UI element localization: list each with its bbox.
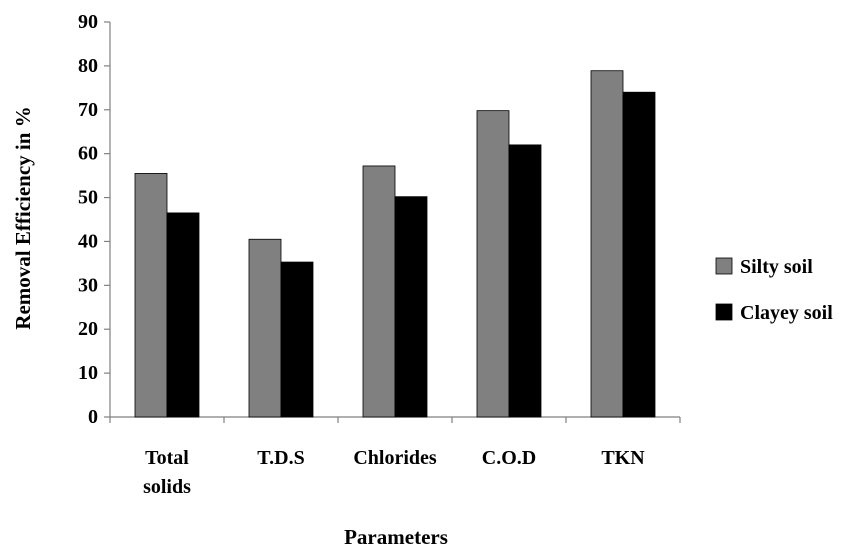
y-tick-label: 40 — [78, 230, 98, 252]
bar-silty-soil — [476, 110, 510, 418]
legend-swatch — [715, 257, 733, 275]
legend-label: Clayey soil — [740, 302, 833, 324]
bar-clayey-soil — [394, 196, 428, 418]
x-tick-label: C.O.D — [482, 447, 536, 469]
y-tick-label: 50 — [78, 187, 98, 209]
x-tick-label: TKN — [601, 447, 645, 469]
bar-silty-soil — [362, 165, 396, 418]
bar-silty-soil — [590, 70, 624, 418]
y-tick-label: 20 — [78, 318, 98, 340]
y-tick-label: 80 — [78, 55, 98, 77]
y-tick-label: 30 — [78, 274, 98, 296]
y-tick-label: 90 — [78, 11, 98, 33]
bar-clayey-soil — [280, 261, 314, 418]
legend-label: Silty soil — [740, 256, 813, 278]
bar-clayey-soil — [622, 91, 656, 418]
y-tick-label: 70 — [78, 99, 98, 121]
bars — [134, 70, 656, 418]
y-axis: 0 10 20 30 40 50 60 70 80 90 — [78, 11, 111, 428]
legend: Silty soil Clayey soil — [715, 256, 833, 324]
x-tick-label: Total solids — [143, 447, 191, 498]
y-tick-label: 0 — [88, 406, 98, 428]
x-axis: Total solids T.D.S Chlorides C.O.D TKN — [109, 416, 681, 498]
bar-clayey-soil — [166, 212, 200, 418]
bar-silty-soil — [134, 173, 168, 418]
bar-clayey-soil — [508, 144, 542, 418]
x-axis-title: Parameters — [344, 525, 448, 549]
y-axis-title: Removal Efficiency in % — [11, 106, 35, 329]
y-tick-label: 10 — [78, 362, 98, 384]
x-tick-label: T.D.S — [257, 447, 304, 469]
y-tick-label: 60 — [78, 143, 98, 165]
bar-silty-soil — [248, 238, 282, 418]
x-tick-label: Chlorides — [353, 447, 437, 469]
legend-swatch — [715, 303, 733, 321]
